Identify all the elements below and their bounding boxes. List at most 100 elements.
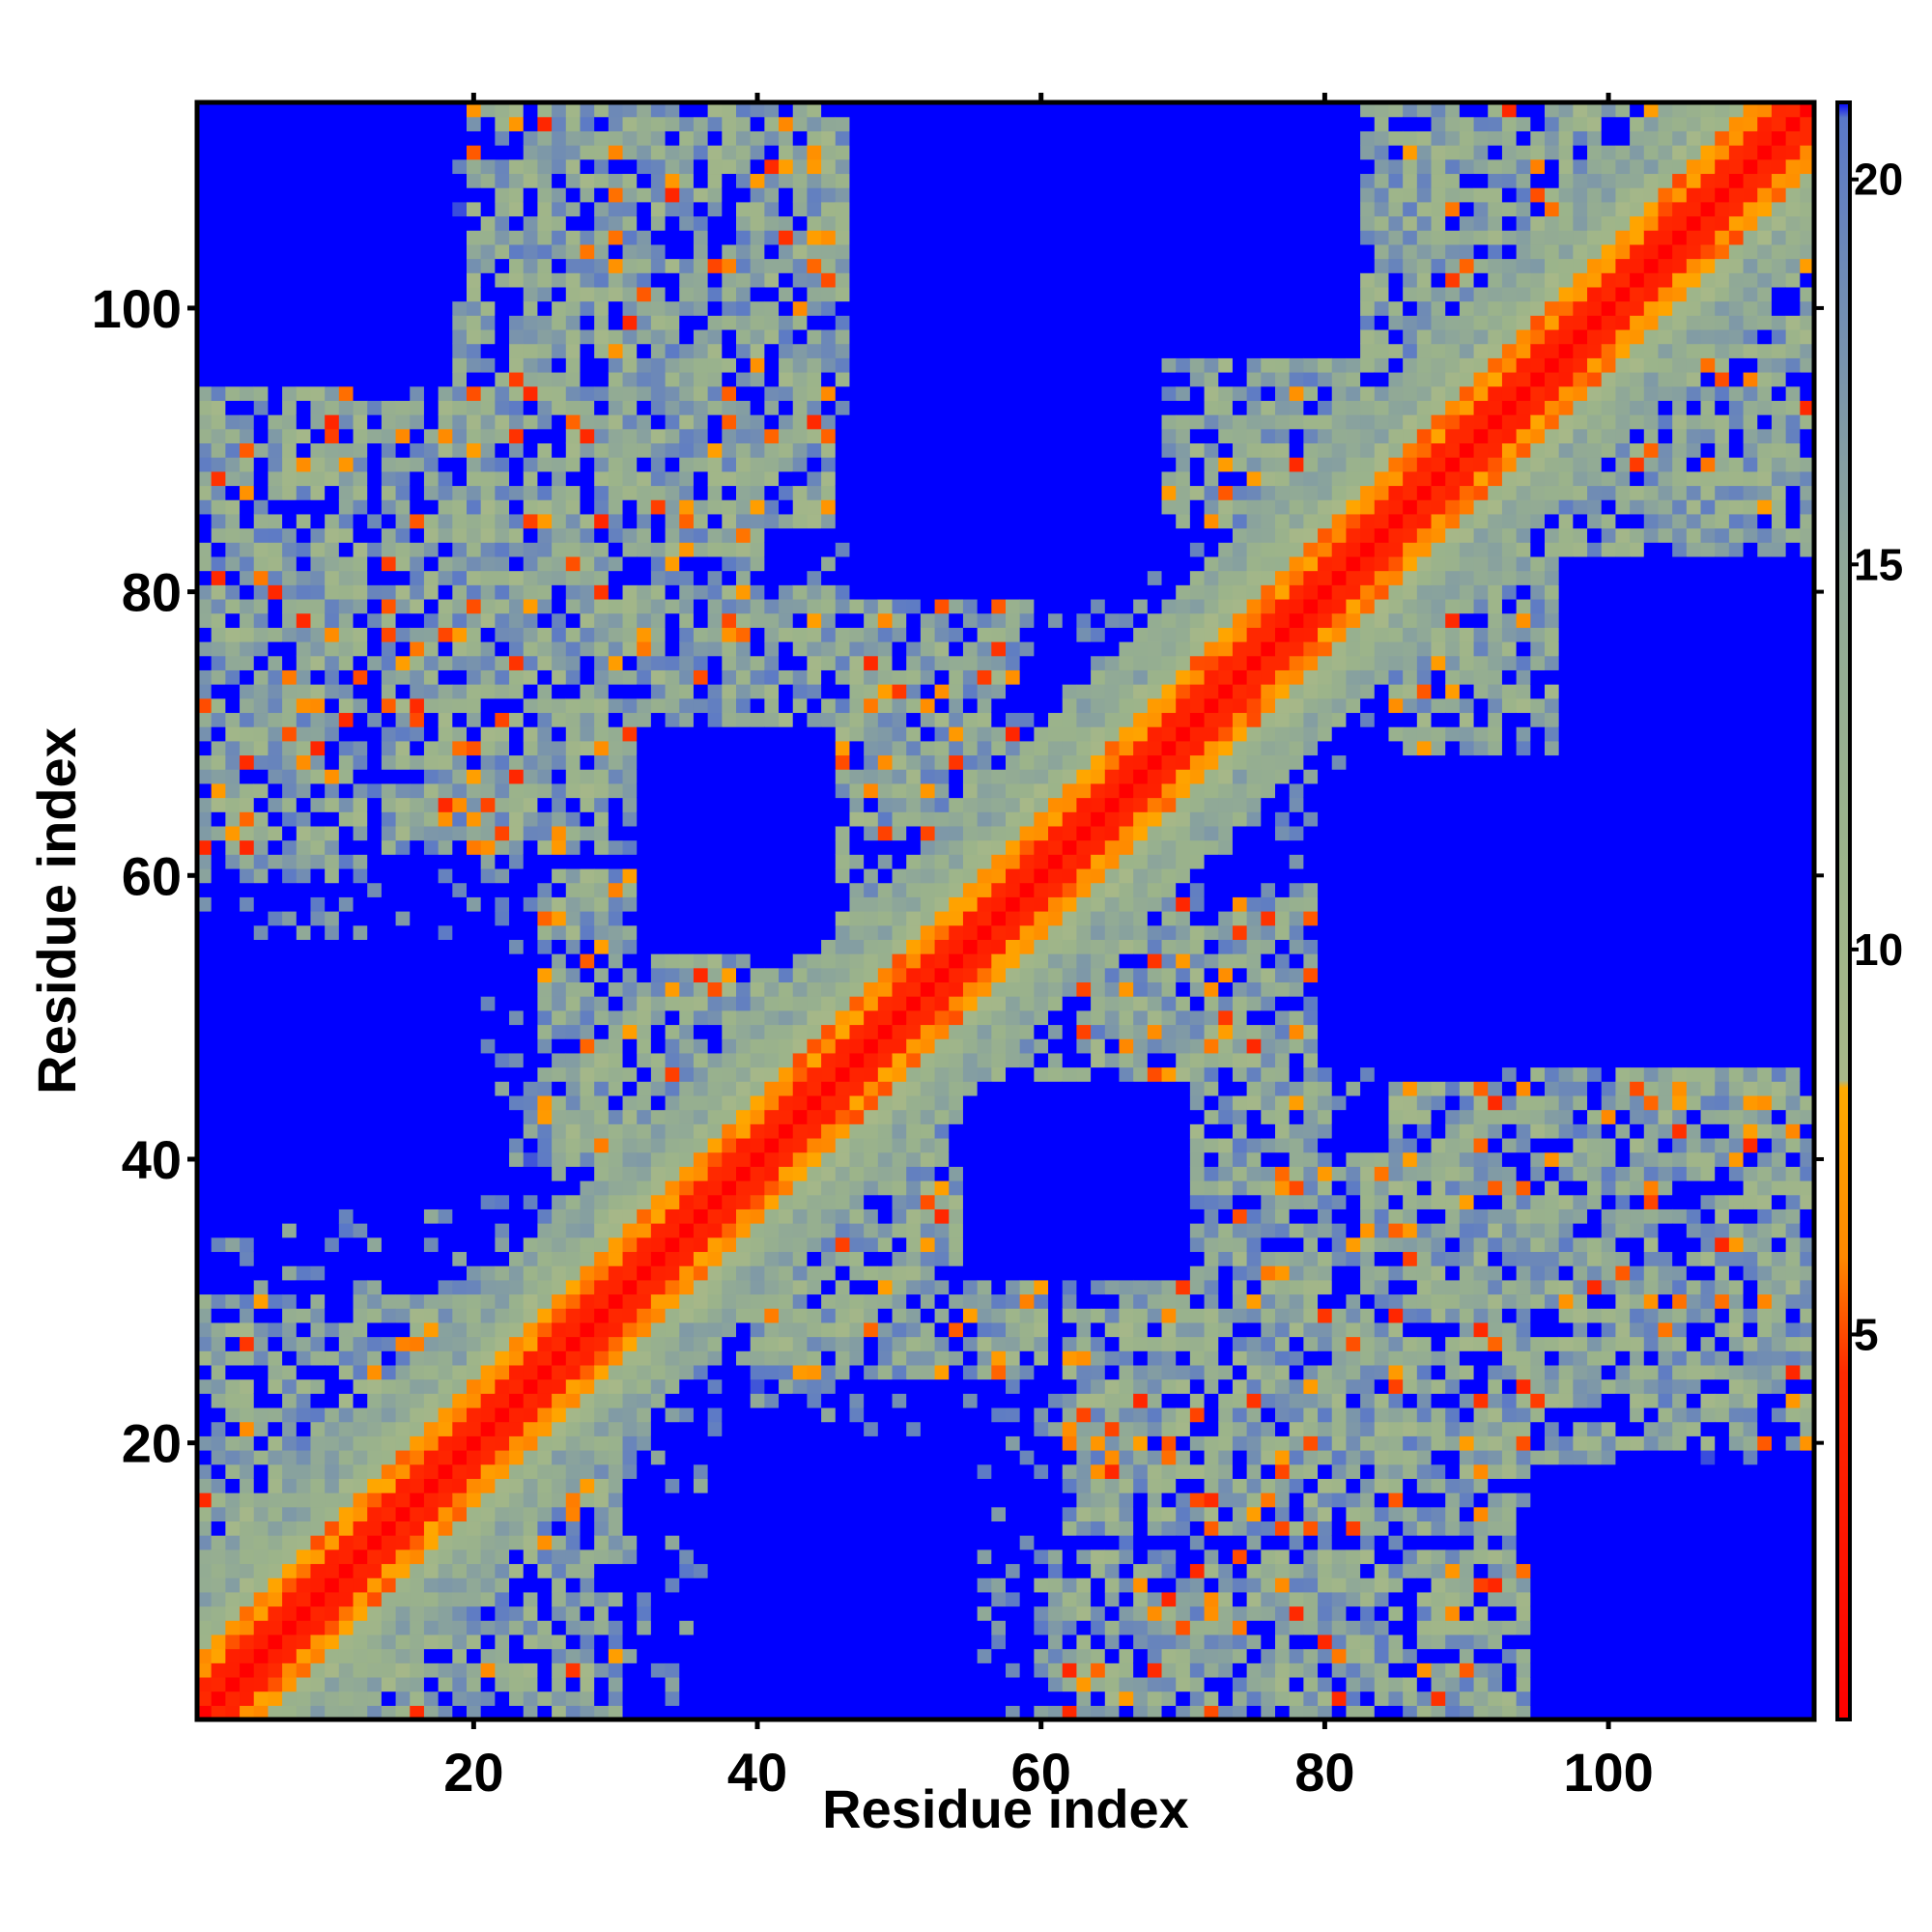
- heatmap-cell: [338, 130, 355, 146]
- heatmap-cell: [779, 1620, 794, 1635]
- heatmap-cell: [665, 457, 680, 472]
- heatmap-cell: [282, 485, 298, 500]
- heatmap-cell: [423, 442, 440, 458]
- heatmap-cell: [211, 243, 226, 260]
- heatmap-cell: [211, 428, 226, 444]
- heatmap-cell: [395, 1548, 411, 1565]
- heatmap-cell: [480, 1052, 496, 1068]
- heatmap-cell: [381, 996, 397, 1011]
- heatmap-cell: [310, 1350, 326, 1366]
- heatmap-cell: [467, 1634, 482, 1650]
- heatmap-cell: [423, 1066, 440, 1082]
- heatmap-cell: [509, 357, 525, 373]
- heatmap-cell: [722, 627, 737, 642]
- heatmap-cell: [438, 158, 453, 175]
- heatmap-cell: [552, 825, 567, 841]
- heatmap-cell: [338, 911, 355, 926]
- heatmap-cell: [353, 1251, 368, 1266]
- heatmap-cell: [608, 428, 624, 444]
- heatmap-cell: [253, 1364, 270, 1380]
- heatmap-cell: [608, 1151, 624, 1167]
- heatmap-cell: [665, 1236, 680, 1253]
- heatmap-cell: [268, 1492, 283, 1508]
- heatmap-cell: [764, 967, 780, 983]
- heatmap-cell: [253, 1251, 270, 1266]
- heatmap-cell: [268, 867, 283, 884]
- heatmap-cell: [367, 797, 383, 812]
- heatmap-cell: [608, 527, 624, 543]
- heatmap-cell: [452, 315, 468, 330]
- heatmap-cell: [480, 542, 496, 557]
- heatmap-cell: [523, 116, 539, 131]
- heatmap-cell: [423, 328, 440, 345]
- heatmap-cell: [736, 485, 752, 500]
- heatmap-cell: [608, 201, 624, 217]
- heatmap-cell: [423, 1293, 440, 1309]
- heatmap-cell: [367, 1393, 383, 1408]
- heatmap-cell: [537, 1180, 553, 1196]
- heatmap-cell: [282, 542, 298, 557]
- heatmap-cell: [707, 627, 723, 642]
- heatmap-cell: [495, 1081, 510, 1096]
- heatmap-cell: [792, 230, 809, 245]
- heatmap-cell: [410, 527, 425, 543]
- heatmap-cell: [580, 1279, 595, 1295]
- heatmap-cell: [807, 1123, 822, 1139]
- heatmap-cell: [637, 839, 652, 855]
- heatmap-cell: [225, 1308, 241, 1323]
- heatmap-cell: [495, 300, 510, 316]
- heatmap-cell: [622, 158, 638, 175]
- heatmap-cell: [381, 1364, 397, 1380]
- heatmap-cell: [679, 1690, 695, 1706]
- heatmap-cell: [467, 315, 482, 330]
- heatmap-cell: [253, 1406, 270, 1423]
- heatmap-cell: [779, 414, 794, 430]
- heatmap-cell: [679, 1478, 695, 1493]
- heatmap-cell: [296, 740, 312, 756]
- heatmap-cell: [608, 1336, 624, 1351]
- heatmap-cell: [608, 1563, 624, 1578]
- heatmap-cell: [750, 385, 765, 401]
- heatmap-cell: [197, 1279, 213, 1295]
- heatmap-cell: [509, 967, 525, 983]
- heatmap-cell: [565, 1194, 582, 1209]
- heatmap-cell: [467, 1265, 482, 1281]
- heatmap-cell: [197, 1166, 213, 1181]
- heatmap-cell: [779, 1166, 794, 1181]
- heatmap-cell: [750, 527, 765, 543]
- heatmap-cell: [381, 1024, 397, 1039]
- heatmap-cell: [268, 1705, 283, 1720]
- heatmap-cell: [750, 102, 765, 118]
- heatmap-cell: [509, 627, 525, 642]
- heatmap-cell: [353, 1690, 368, 1706]
- heatmap-cell: [523, 684, 539, 699]
- heatmap-cell: [580, 967, 595, 983]
- heatmap-cell: [367, 173, 383, 188]
- heatmap-cell: [792, 513, 809, 529]
- heatmap-cell: [410, 343, 425, 358]
- heatmap-cell: [807, 1109, 822, 1124]
- heatmap-cell: [211, 882, 226, 897]
- heatmap-cell: [552, 357, 567, 373]
- heatmap-cell: [268, 1279, 283, 1295]
- heatmap-cell: [679, 1137, 695, 1153]
- heatmap-cell: [423, 1577, 440, 1593]
- heatmap-cell: [650, 726, 667, 742]
- heatmap-cell: [367, 102, 383, 118]
- heatmap-cell: [253, 116, 270, 131]
- heatmap-cell: [282, 1024, 298, 1039]
- heatmap-cell: [353, 811, 368, 827]
- heatmap-cell: [537, 116, 553, 131]
- heatmap-cell: [792, 1364, 809, 1380]
- heatmap-cell: [353, 442, 368, 458]
- heatmap-cell: [495, 1548, 510, 1565]
- heatmap-cell: [225, 1293, 241, 1309]
- heatmap-cell: [353, 1166, 368, 1181]
- heatmap-cell: [580, 243, 595, 260]
- heatmap-cell: [637, 1265, 652, 1281]
- heatmap-cell: [240, 1236, 255, 1253]
- heatmap-cell: [509, 1279, 525, 1295]
- heatmap-cell: [679, 1676, 695, 1692]
- heatmap-cell: [197, 1024, 213, 1039]
- heatmap-cell: [268, 1548, 283, 1565]
